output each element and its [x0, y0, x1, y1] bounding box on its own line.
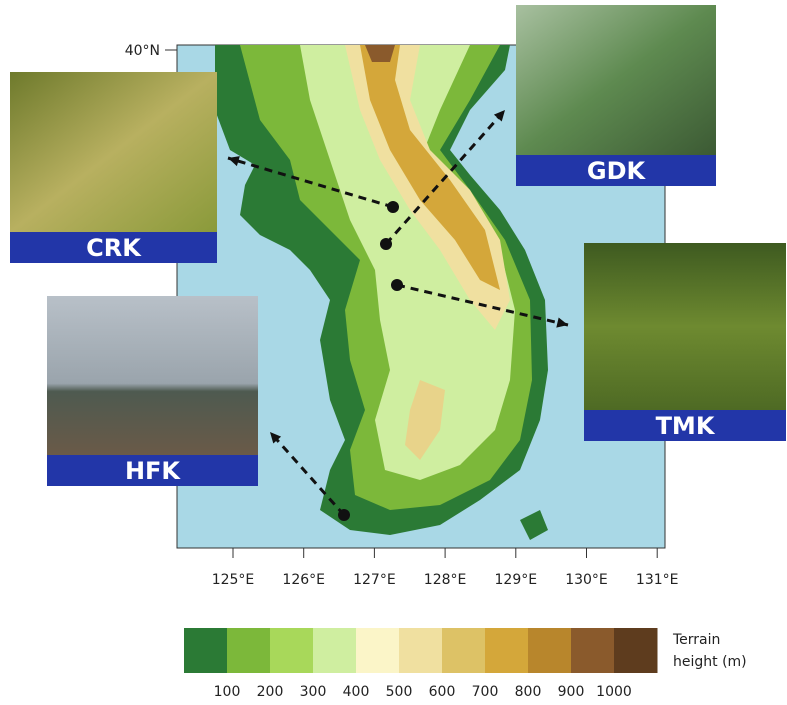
- site-point: [380, 238, 392, 250]
- site-label: GDK: [587, 157, 647, 185]
- colorbar-label: 900: [558, 684, 585, 700]
- colorbar-label: 500: [386, 684, 413, 700]
- lon-label: 127°E: [353, 572, 396, 588]
- arrow-line: [227, 156, 394, 209]
- arrow-head: [493, 110, 505, 122]
- arrow-head: [270, 432, 282, 444]
- jeju: [520, 510, 548, 540]
- terrain-900: [365, 45, 395, 62]
- colorbar-label: 600: [429, 684, 456, 700]
- colorbar-label: 700: [472, 684, 499, 700]
- arrow-line: [384, 109, 507, 245]
- site-photo: [10, 72, 217, 232]
- site-point: [387, 201, 399, 213]
- arrow-line: [268, 431, 346, 516]
- site-photo: [516, 5, 716, 155]
- colorbar-label: 800: [515, 684, 542, 700]
- site-label: HFK: [125, 457, 181, 485]
- lon-label: 130°E: [565, 572, 608, 588]
- lon-label: 129°E: [495, 572, 538, 588]
- lon-label: 131°E: [636, 572, 679, 588]
- lat-label: 40°N: [125, 43, 160, 59]
- colorbar-box: [313, 628, 357, 673]
- arrow-line: [396, 283, 569, 327]
- site-label-box: [584, 410, 786, 441]
- site-label-box: [10, 232, 217, 263]
- colorbar-label: 200: [257, 684, 284, 700]
- colorbar-box: [184, 628, 228, 673]
- colorbar-box: [356, 628, 400, 673]
- colorbar-label: 100: [214, 684, 241, 700]
- colorbar-box: [485, 628, 529, 673]
- site-photo: [584, 243, 786, 410]
- colorbar-box: [442, 628, 486, 673]
- colorbar-title: Terrain: [672, 632, 720, 648]
- site-point: [338, 509, 350, 521]
- colorbar-box: [270, 628, 314, 673]
- lon-axis: 125°E 126°E 127°E 128°E 129°E 130°E 131°E: [212, 548, 679, 588]
- sites: CRK GDK TMK HFK: [10, 5, 786, 521]
- colorbar-box: [614, 628, 658, 673]
- site-label: TMK: [656, 412, 716, 440]
- colorbar-label: 1000: [596, 684, 632, 700]
- colorbar-box: [528, 628, 572, 673]
- colorbar: 100 200 300 400 500 600 700 800 900 1000 Terrain he…: [184, 628, 747, 700]
- arrow-head: [556, 317, 568, 328]
- colorbar-title: height (m): [673, 654, 747, 670]
- lon-label: 128°E: [424, 572, 467, 588]
- site-label-box: [516, 155, 716, 186]
- colorbar-label: 400: [343, 684, 370, 700]
- terrain-700: [360, 45, 500, 290]
- site-point: [391, 279, 403, 291]
- site-label-box: [47, 455, 258, 486]
- colorbar-box: [571, 628, 615, 673]
- colorbar-box: [227, 628, 271, 673]
- site-photo: [47, 296, 258, 455]
- lon-label: 126°E: [282, 572, 325, 588]
- site-label: CRK: [86, 234, 142, 262]
- lon-label: 125°E: [212, 572, 255, 588]
- terrain-south: [405, 380, 445, 460]
- colorbar-label: 300: [300, 684, 327, 700]
- terrain-300: [300, 45, 515, 480]
- arrow-head: [228, 156, 240, 167]
- colorbar-box: [399, 628, 443, 673]
